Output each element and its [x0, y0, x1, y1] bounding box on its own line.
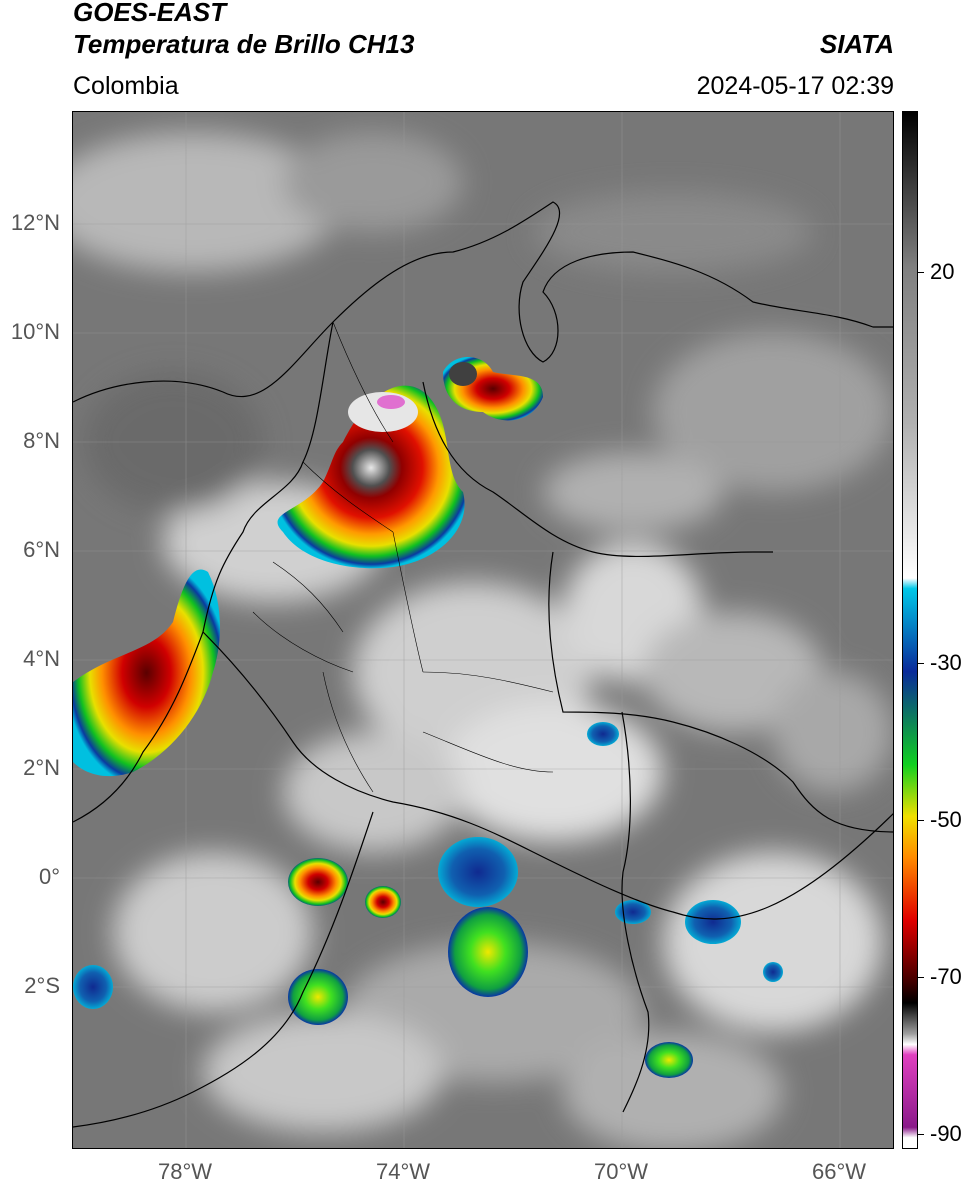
graticule — [73, 112, 893, 1148]
lon-label-70w: 70°W — [593, 1159, 649, 1184]
colorbar — [902, 111, 918, 1149]
colorbar-label-minus90: -90 — [930, 1121, 962, 1146]
lat-label-2s: 2°S — [24, 973, 60, 998]
lat-label-8n: 8°N — [23, 428, 60, 453]
datetime-label: 2024-05-17 02:39 — [696, 72, 894, 100]
region-label: Colombia — [73, 72, 179, 100]
satellite-map — [72, 111, 894, 1149]
title-line-2: Temperatura de Brillo CH13 — [73, 29, 415, 59]
borders — [73, 201, 893, 1128]
colorbar-label-minus70: -70 — [930, 964, 962, 989]
lat-label-2n: 2°N — [23, 755, 60, 780]
colorbar-tick — [918, 820, 924, 821]
department-lines — [252, 321, 554, 793]
title-line-1: GOES-EAST — [73, 0, 227, 27]
lat-label-12n: 12°N — [10, 210, 60, 235]
lon-label-66w: 66°W — [811, 1159, 867, 1184]
convective-cells — [73, 357, 783, 1078]
colorbar-tick — [918, 272, 924, 273]
brand-label: SIATA — [819, 29, 894, 59]
colorbar-label-20: 20 — [930, 259, 955, 284]
colorbar-tick — [918, 663, 924, 664]
colorbar-tick — [918, 1134, 924, 1135]
lon-label-78w: 78°W — [157, 1159, 213, 1184]
lat-label-6n: 6°N — [23, 537, 60, 562]
colorbar-label-minus50: -50 — [930, 807, 962, 832]
lat-label-0: 0° — [38, 864, 60, 889]
lat-label-10n: 10°N — [10, 319, 60, 344]
lat-label-4n: 4°N — [23, 646, 60, 671]
colorbar-label-minus30: -30 — [930, 650, 962, 675]
colorbar-tick — [918, 977, 924, 978]
map-canvas — [73, 112, 893, 1148]
lon-label-74w: 74°W — [375, 1159, 431, 1184]
